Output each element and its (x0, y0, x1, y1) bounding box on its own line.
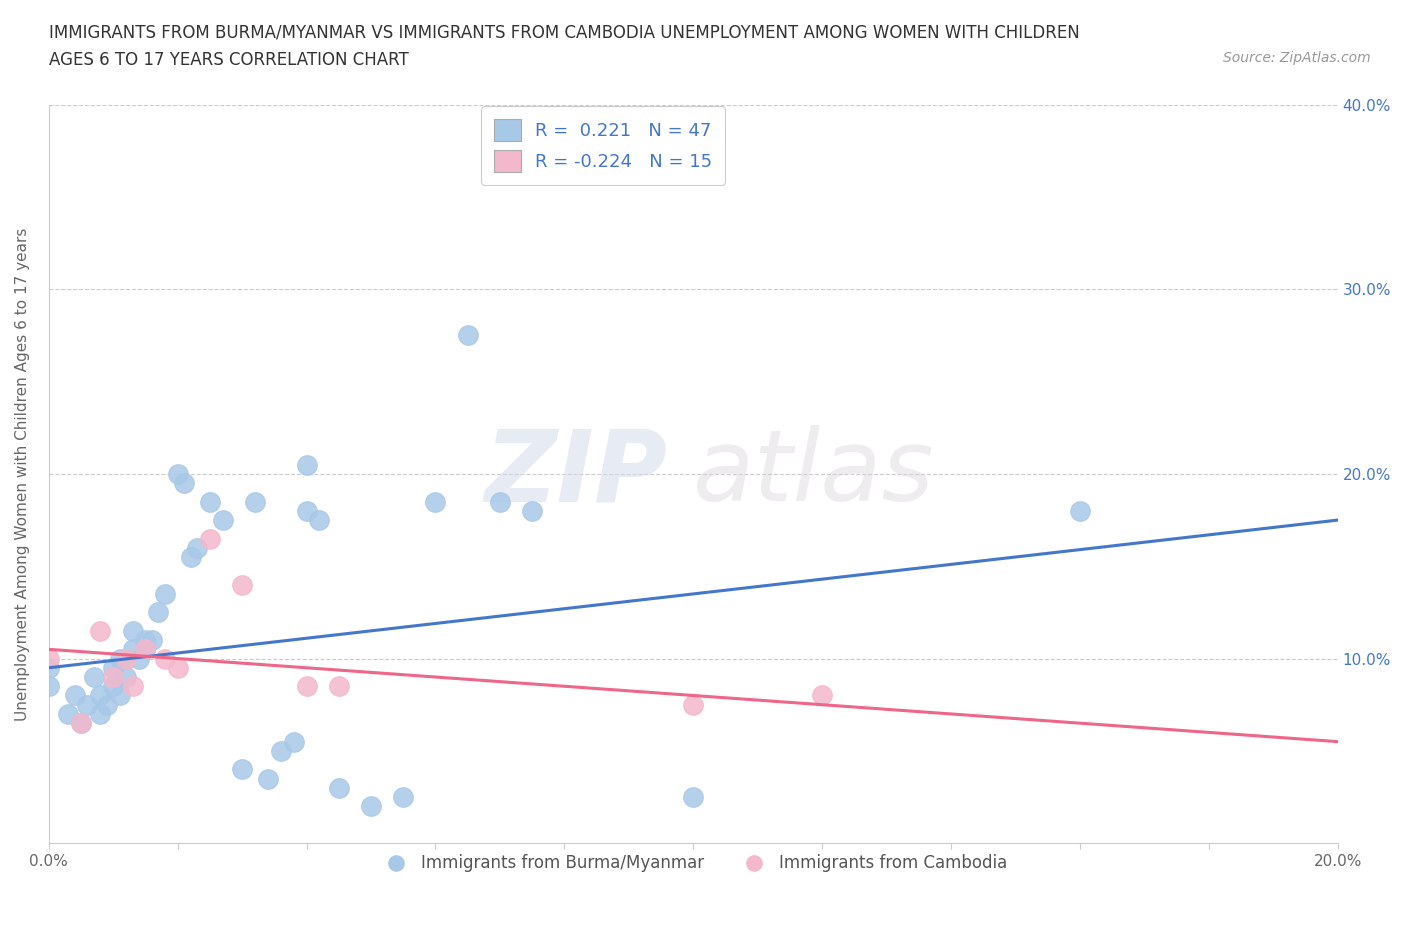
Y-axis label: Unemployment Among Women with Children Ages 6 to 17 years: Unemployment Among Women with Children A… (15, 227, 30, 721)
Point (121, 623, 143, 638)
Point (270, 743, 292, 758)
Point (103, 679, 125, 694)
Point (295, 458, 318, 472)
Point (425, 494, 447, 509)
Point (115, 670, 138, 684)
Point (108, 688, 131, 703)
Point (70, 716, 93, 731)
Point (134, 642, 156, 657)
Point (231, 578, 253, 592)
Text: IMMIGRANTS FROM BURMA/MYANMAR VS IMMIGRANTS FROM CAMBODIA UNEMPLOYMENT AMONG WOM: IMMIGRANTS FROM BURMA/MYANMAR VS IMMIGRA… (49, 23, 1080, 41)
Point (115, 651, 138, 666)
Point (76, 698, 98, 712)
Point (89, 707, 111, 722)
Point (186, 540, 208, 555)
Text: atlas: atlas (693, 425, 935, 523)
Point (38, 651, 60, 666)
Point (489, 494, 512, 509)
Point (121, 679, 143, 694)
Point (153, 651, 176, 666)
Point (134, 632, 156, 647)
Point (115, 651, 138, 666)
Point (328, 679, 350, 694)
Point (682, 698, 704, 712)
Point (38, 660, 60, 675)
Point (103, 670, 125, 684)
Point (56, 707, 79, 722)
Point (96, 698, 118, 712)
Point (83, 670, 105, 684)
Point (173, 476, 195, 491)
Point (520, 503, 543, 518)
Point (257, 771, 280, 786)
Point (63, 688, 86, 703)
Point (283, 734, 305, 749)
Text: AGES 6 TO 17 YEARS CORRELATION CHART: AGES 6 TO 17 YEARS CORRELATION CHART (49, 51, 409, 69)
Point (121, 642, 143, 657)
Point (457, 328, 479, 343)
Point (166, 660, 188, 675)
Text: ZIP: ZIP (485, 425, 668, 523)
Point (103, 660, 125, 675)
Point (811, 688, 834, 703)
Point (308, 512, 330, 527)
Point (231, 762, 253, 777)
Point (108, 651, 131, 666)
Point (38, 679, 60, 694)
Point (198, 494, 221, 509)
Point (180, 550, 202, 565)
Point (134, 642, 156, 657)
Point (148, 604, 170, 619)
Point (295, 679, 318, 694)
Point (243, 494, 266, 509)
Point (128, 651, 150, 666)
Point (328, 780, 350, 795)
Point (89, 623, 111, 638)
Point (166, 467, 188, 482)
Point (295, 503, 318, 518)
Point (89, 688, 111, 703)
Text: Source: ZipAtlas.com: Source: ZipAtlas.com (1223, 51, 1371, 65)
Point (1069, 503, 1091, 518)
Point (392, 790, 415, 804)
Point (153, 587, 176, 602)
Point (682, 790, 704, 804)
Point (141, 632, 163, 647)
Point (211, 512, 233, 527)
Point (70, 716, 93, 731)
Point (198, 531, 221, 546)
Point (360, 799, 382, 814)
Legend: Immigrants from Burma/Myanmar, Immigrants from Cambodia: Immigrants from Burma/Myanmar, Immigrant… (373, 848, 1014, 879)
